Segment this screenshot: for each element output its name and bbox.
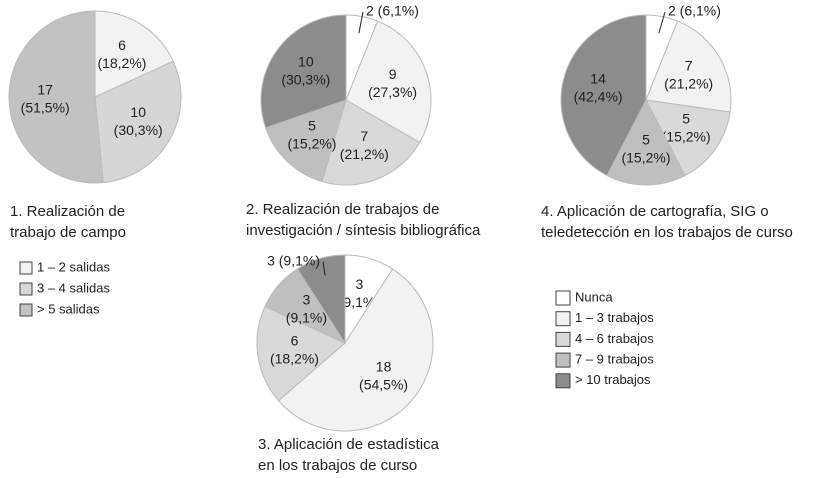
data-label: 14 (42,4%): [574, 70, 623, 104]
leader-line: [358, 11, 364, 34]
leader-line: [658, 11, 666, 34]
data-label: 5 (15,2%): [287, 117, 336, 151]
pie: 6 (18,2%) 10 (30,3%) 17 (51,5%): [8, 10, 182, 184]
data-label: 10 (30,3%): [281, 53, 330, 87]
pie: 2 (6,1%) 9 (27,3%) 7 (21,2%)5 (15,2%) 10 (30,3%…: [260, 3, 432, 186]
pie-slice: [265, 99, 347, 183]
pie-title: 4. Aplicación de cartografía, SIG o: [541, 203, 769, 220]
pie-title: 3. Aplicación de estadística: [258, 436, 440, 453]
pie-slice: [296, 254, 346, 345]
pie-slice: [94, 10, 174, 98]
legend-label: 1 – 2 salidas: [37, 259, 110, 274]
data-label: 7 (21,2%): [340, 127, 389, 161]
data-label: 17 (51,5%): [21, 81, 70, 115]
legend-swatch: [555, 331, 571, 347]
data-label: 5 (15,2%): [621, 131, 670, 165]
leader-line: [322, 261, 326, 276]
data-label: 2 (6,1%): [668, 3, 721, 19]
legend-label: Nunca: [575, 289, 613, 304]
legend-label: > 5 salidas: [37, 301, 100, 316]
data-label: 6 (18,2%): [270, 332, 319, 366]
legend-swatch: [555, 352, 571, 368]
legend-swatch: [19, 282, 33, 296]
pie-title: teledetección en los trabajos de curso: [541, 224, 793, 241]
pie-title: en los trabajos de curso: [258, 457, 417, 474]
pie-slice: [321, 99, 421, 186]
pie-title: investigación / síntesis bibliográfica: [246, 222, 481, 239]
pie-slice: [256, 305, 346, 402]
data-label: 9 (27,3%): [368, 66, 417, 100]
data-label: 10 (30,3%): [114, 104, 163, 138]
pie-slice: [277, 268, 434, 432]
pie-slice: [94, 60, 182, 184]
data-label: 3 (9,1%): [286, 291, 327, 325]
pie: 2 (6,1%) 7 (21,2%) 5 (15,2%)5 (15,2%) 14 (42,4%…: [560, 3, 732, 186]
data-label: 18 (54,5%): [359, 358, 408, 392]
data-label: 5 (15,2%): [662, 110, 711, 144]
legend-label: 4 – 6 trabajos: [575, 331, 654, 346]
pie-title: 2. Realización de trabajos de: [246, 201, 439, 218]
legend-label: 1 – 3 trabajos: [575, 310, 654, 325]
pie-title: 1. Realización de: [10, 203, 125, 220]
pie: 3 (9,1%)18 (54,5%)6 (18,2%)3 (9,1%)3 (9,1%): [256, 253, 434, 432]
pie-slice: [645, 20, 732, 113]
data-label: 2 (6,1%): [366, 3, 419, 19]
pie-slice: [606, 98, 686, 186]
legend-label: 3 – 4 salidas: [37, 280, 110, 295]
pie-slice: [8, 10, 104, 184]
pie-slice: [645, 99, 731, 177]
legend-swatch: [19, 261, 33, 275]
data-label: 3 (9,1%): [267, 253, 320, 269]
pie-title: trabajo de campo: [10, 224, 126, 241]
data-label: 7 (21,2%): [664, 57, 713, 91]
data-label: 6 (18,2%): [97, 37, 146, 71]
pie-slice: [260, 14, 347, 129]
legend-label: > 10 trabajos: [575, 372, 651, 387]
pie-slice: [560, 14, 647, 177]
legend-swatch: [555, 311, 571, 327]
legend-swatch: [19, 303, 33, 317]
legend-swatch: [555, 373, 571, 389]
legend-label: 7 – 9 trabajos: [575, 352, 654, 367]
legend-swatch: [555, 290, 571, 306]
